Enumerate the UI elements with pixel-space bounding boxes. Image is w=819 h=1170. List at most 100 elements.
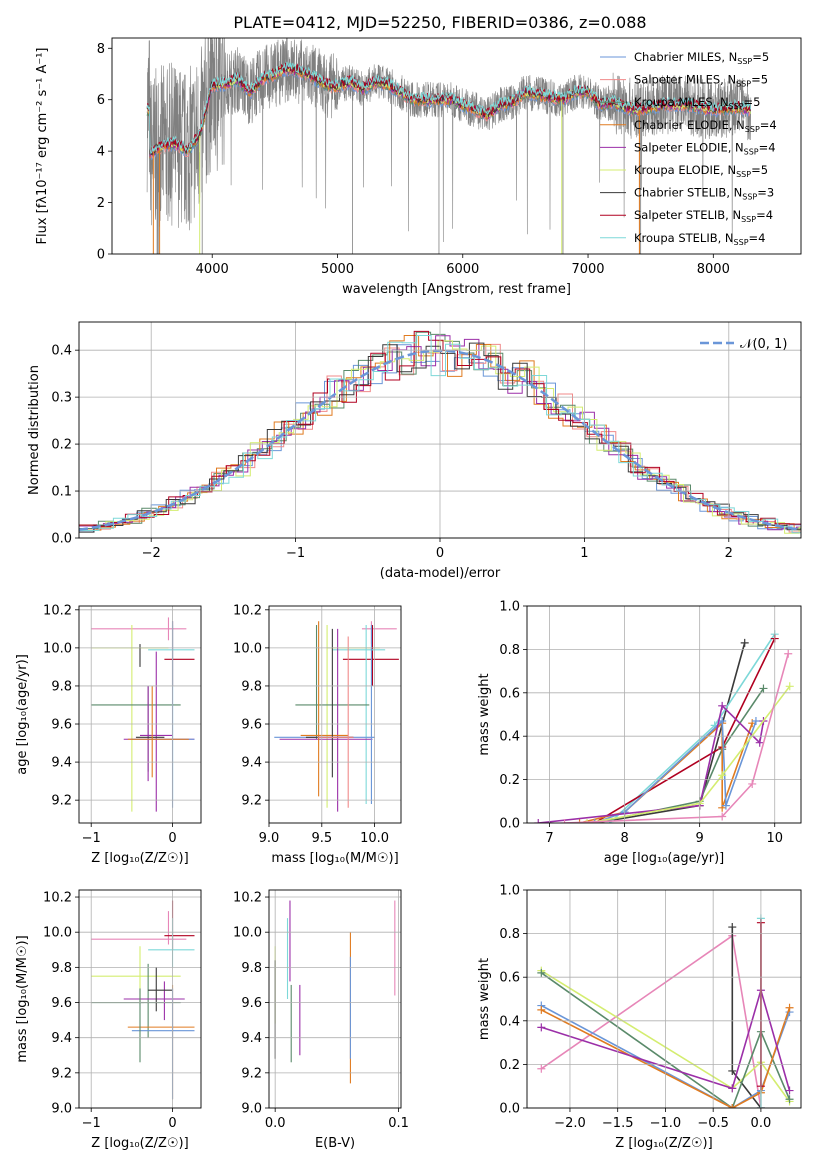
y-tick-label: 0.2 [51, 438, 72, 453]
y-tick-label: 9.8 [51, 679, 72, 694]
x-tick-label: 9 [696, 831, 704, 846]
mass-weight-marker [785, 1086, 794, 1095]
plot-area-age-vs-mass [274, 621, 399, 812]
x-tick-label: 4000 [196, 262, 229, 277]
mass-weight-line [594, 688, 765, 823]
x-tick-label: −2 [142, 546, 161, 561]
plot-area-weight-vs-age [534, 630, 794, 823]
figure-title: PLATE=0412, MJD=52250, FIBERID=0386, z=0… [233, 13, 646, 32]
legend-entry: 𝒩(0, 1) [740, 337, 787, 352]
x-tick-label: 8000 [697, 262, 730, 277]
x-tick-label: −2.0 [554, 1116, 586, 1131]
mass-weight-marker [728, 1104, 737, 1108]
y-tick-label: 0.4 [499, 1014, 520, 1029]
x-tick-label: 7 [545, 831, 553, 846]
y-tick-label: 10.2 [43, 891, 72, 906]
y-tick-label: 0.3 [51, 391, 72, 406]
panel-spectrum: 4000 5000 6000 7000 8000 0 2 4 6 8 wavelength [Ang… [35, 37, 802, 297]
mass-weight-marker [718, 803, 727, 812]
y-axis-label: Normed distribution [27, 365, 42, 495]
y-tick-label: 0.4 [499, 730, 520, 745]
mass-weight-marker [721, 801, 730, 810]
x-tick-label: 6000 [446, 262, 479, 277]
mass-weight-marker [718, 771, 727, 780]
mass-weight-marker [590, 819, 599, 823]
y-tick-label: 0.0 [499, 817, 520, 832]
x-axis-label: Z [log₁₀(Z/Z☉)] [615, 1136, 712, 1151]
x-tick-label: 2 [725, 546, 733, 561]
y-tick-label: 9.2 [51, 794, 72, 809]
y-tick-label: 0 [97, 248, 105, 263]
legend-entry: Salpeter ELODIE, NSSP=4 [634, 140, 776, 156]
axes-frame [526, 889, 802, 1109]
y-tick-label: 2 [97, 196, 105, 211]
mass-weight-marker [537, 1064, 546, 1073]
x-tick-label: 0.0 [265, 1116, 286, 1131]
gaussian-curve [79, 349, 799, 532]
x-tick-label: −1 [82, 831, 101, 846]
x-tick-label: 5000 [321, 262, 354, 277]
x-tick-label: 9.5 [311, 831, 332, 846]
y-tick-label: 10.0 [233, 926, 262, 941]
panel-residuals: −2 −1 0 1 2 0.0 0.1 0.2 0.3 0.4 (data-model)/error… [27, 321, 802, 581]
mass-weight-line [541, 987, 791, 1091]
axes-frame [526, 605, 802, 824]
mass-weight-marker [534, 819, 543, 823]
x-tick-label: −1.0 [650, 1116, 682, 1131]
axes-frame [78, 321, 802, 539]
x-tick-label: 7000 [571, 262, 604, 277]
x-tick-label: 10 [766, 831, 783, 846]
y-tick-label: 9.4 [51, 1031, 72, 1046]
x-tick-label: −1.5 [602, 1116, 634, 1131]
y-axis-label: age [log₁₀(age/yr)] [15, 654, 30, 775]
y-tick-label: 0.2 [499, 773, 520, 788]
y-tick-label: 0.0 [51, 532, 72, 547]
y-tick-label: 9.8 [241, 679, 262, 694]
mass-weight-marker [718, 812, 727, 821]
histogram-step-6 [79, 340, 801, 534]
mass-weight-line [586, 685, 791, 823]
y-tick-label: 9.2 [241, 794, 262, 809]
y-tick-label: 10.2 [233, 603, 262, 618]
x-axis-label: Z [log₁₀(Z/Z☉)] [91, 1136, 188, 1151]
y-tick-label: 9.2 [51, 1066, 72, 1081]
x-tick-label: 8 [620, 831, 628, 846]
mass-weight-marker [537, 1005, 546, 1014]
model-line-9 [146, 61, 752, 155]
mass-weight-marker [537, 1023, 546, 1032]
y-tick-label: 0.1 [51, 485, 72, 500]
y-tick-label: 4 [97, 145, 105, 160]
y-tick-label: 9.8 [241, 961, 262, 976]
mass-weight-marker [785, 1095, 794, 1104]
mass-weight-marker [718, 701, 727, 710]
mass-weight-marker [759, 684, 768, 693]
y-axis-label: mass [log₁₀(M/M☉)] [15, 935, 30, 1062]
y-tick-label: 9.6 [51, 996, 72, 1011]
x-tick-label: 10.0 [360, 831, 389, 846]
mass-weight-marker [728, 923, 737, 932]
y-tick-label: 0.0 [499, 1102, 520, 1117]
spectrum-legend: Chabrier MILES, NSSP=5 Salpeter MILES, NS… [600, 50, 777, 247]
y-tick-label: 9.4 [241, 756, 262, 771]
y-tick-label: 9.6 [51, 718, 72, 733]
x-tick-label: −0.5 [697, 1116, 729, 1131]
mass-weight-marker [755, 738, 764, 747]
y-tick-label: 1.0 [499, 884, 520, 899]
y-tick-label: 0.8 [499, 927, 520, 942]
mass-weight-line [564, 653, 789, 823]
panel-mass-vs-Z: −1 0 9.0 9.2 9.4 9.6 9.8 10.0 10.2 Z [log₁₀(Z/Z☉)… [15, 889, 202, 1151]
x-axis-label: Z [log₁₀(Z/Z☉)] [91, 851, 188, 866]
x-tick-label: 0 [436, 546, 444, 561]
y-tick-label: 9.0 [51, 1102, 72, 1117]
panel-age-vs-Z: −1 0 9.2 9.4 9.6 9.8 10.0 10.2 Z [log₁₀(Z/Z☉)] ag… [15, 603, 202, 866]
legend-entry: Chabrier ELODIE, NSSP=4 [634, 118, 777, 134]
mass-weight-line [540, 934, 762, 1108]
legend-entry: Chabrier STELIB, NSSP=3 [634, 186, 774, 202]
y-tick-label: 0.8 [499, 643, 520, 658]
y-tick-label: 6 [97, 93, 105, 108]
y-tick-label: 0.6 [499, 686, 520, 701]
y-tick-label: 9.0 [241, 1102, 262, 1117]
y-tick-label: 9.4 [51, 756, 72, 771]
y-tick-label: 10.0 [43, 641, 72, 656]
